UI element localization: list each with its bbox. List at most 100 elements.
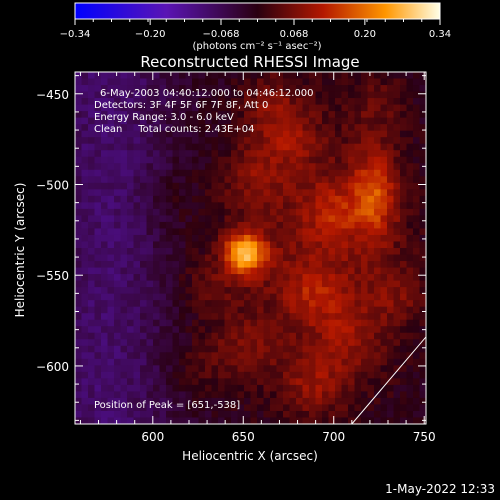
heatmap-cell — [322, 332, 330, 340]
heatmap-cell — [348, 274, 356, 282]
heatmap-cell — [296, 339, 304, 347]
heatmap-cell — [341, 352, 349, 360]
heatmap-cell — [257, 143, 265, 151]
heatmap-cell — [133, 306, 141, 314]
heatmap-cell — [140, 234, 148, 243]
heatmap-cell — [387, 163, 395, 171]
heatmap-cell — [413, 137, 421, 145]
heatmap-cell — [172, 163, 180, 171]
heatmap-cell — [140, 143, 148, 151]
heatmap-cell — [244, 332, 252, 340]
heatmap-cell — [198, 345, 206, 353]
heatmap-cell — [218, 293, 226, 301]
heatmap-cell — [172, 306, 180, 314]
heatmap-cell — [374, 365, 382, 373]
x-tick-label: 750 — [413, 430, 436, 444]
heatmap-cell — [400, 202, 408, 210]
heatmap-cell — [101, 358, 109, 366]
heatmap-cell — [120, 241, 128, 249]
heatmap-cell — [172, 326, 180, 334]
heatmap-cell — [218, 78, 226, 86]
heatmap-cell — [114, 254, 122, 262]
heatmap-cell — [218, 72, 226, 80]
heatmap-cell — [296, 195, 304, 203]
heatmap-cell — [257, 254, 265, 262]
heatmap-cell — [153, 130, 161, 138]
heatmap-cell — [263, 345, 271, 353]
heatmap-cell — [283, 228, 291, 236]
heatmap-cell — [237, 352, 245, 360]
heatmap-cell — [406, 261, 414, 269]
heatmap-cell — [75, 313, 83, 321]
heatmap-cell — [289, 378, 297, 386]
heatmap-cell — [374, 248, 382, 256]
heatmap-cell — [205, 117, 213, 125]
heatmap-cell — [153, 404, 161, 412]
heatmap-cell — [387, 261, 395, 269]
heatmap-cell — [159, 104, 167, 112]
heatmap-cell — [309, 234, 317, 243]
heatmap-cell — [218, 91, 226, 99]
heatmap-cell — [315, 287, 323, 295]
heatmap-cell — [341, 280, 349, 288]
heatmap-cell — [328, 176, 336, 184]
heatmap-cell — [296, 391, 304, 399]
heatmap-cell — [309, 130, 317, 138]
heatmap-cell — [387, 234, 395, 243]
heatmap-cell — [94, 332, 102, 340]
heatmap-cell — [419, 352, 426, 360]
heatmap-cell — [166, 150, 174, 158]
heatmap-cell — [309, 91, 317, 99]
heatmap-cell — [361, 85, 369, 93]
heatmap-cell — [205, 313, 213, 321]
heatmap-cell — [380, 267, 388, 275]
heatmap-cell — [198, 182, 206, 190]
heatmap-cell — [198, 397, 206, 406]
heatmap-cell — [218, 280, 226, 288]
heatmap-cell — [244, 417, 252, 424]
heatmap-cell — [419, 150, 426, 158]
heatmap-cell — [315, 300, 323, 308]
heatmap-cell — [354, 169, 362, 177]
heatmap-cell — [348, 339, 356, 347]
heatmap-cell — [341, 274, 349, 282]
heatmap-cell — [127, 202, 135, 210]
heatmap-cell — [120, 221, 128, 230]
heatmap-cell — [315, 241, 323, 249]
heatmap-cell — [205, 365, 213, 373]
heatmap-cell — [315, 358, 323, 366]
heatmap-cell — [133, 358, 141, 366]
heatmap-cell — [302, 280, 310, 288]
heatmap-cell — [309, 332, 317, 340]
heatmap-cell — [289, 404, 297, 412]
heatmap-cell — [270, 85, 278, 93]
heatmap-cell — [127, 150, 135, 158]
heatmap-cell — [367, 410, 375, 419]
heatmap-cell — [387, 371, 395, 379]
heatmap-cell — [153, 267, 161, 275]
heatmap-cell — [185, 261, 193, 269]
heatmap-cell — [192, 293, 200, 301]
heatmap-cell — [315, 72, 323, 80]
heatmap-cell — [257, 208, 265, 217]
heatmap-cell — [166, 143, 174, 151]
heatmap-cell — [198, 319, 206, 327]
heatmap-cell — [263, 189, 271, 197]
heatmap-cell — [114, 345, 122, 353]
heatmap-cell — [296, 163, 304, 171]
heatmap-cell — [335, 410, 343, 419]
heatmap-cell — [133, 195, 141, 203]
heatmap-cell — [146, 384, 154, 393]
heatmap-cell — [354, 267, 362, 275]
heatmap-cell — [296, 221, 304, 230]
heatmap-cell — [361, 98, 369, 106]
heatmap-cell — [348, 169, 356, 177]
heatmap-cell — [120, 234, 128, 243]
heatmap-cell — [283, 352, 291, 360]
heatmap-cell — [192, 104, 200, 112]
heatmap-cell — [276, 248, 284, 256]
heatmap-cell — [159, 111, 167, 119]
heatmap-cell — [348, 85, 356, 93]
heatmap-cell — [205, 319, 213, 327]
heatmap-cell — [328, 221, 336, 230]
